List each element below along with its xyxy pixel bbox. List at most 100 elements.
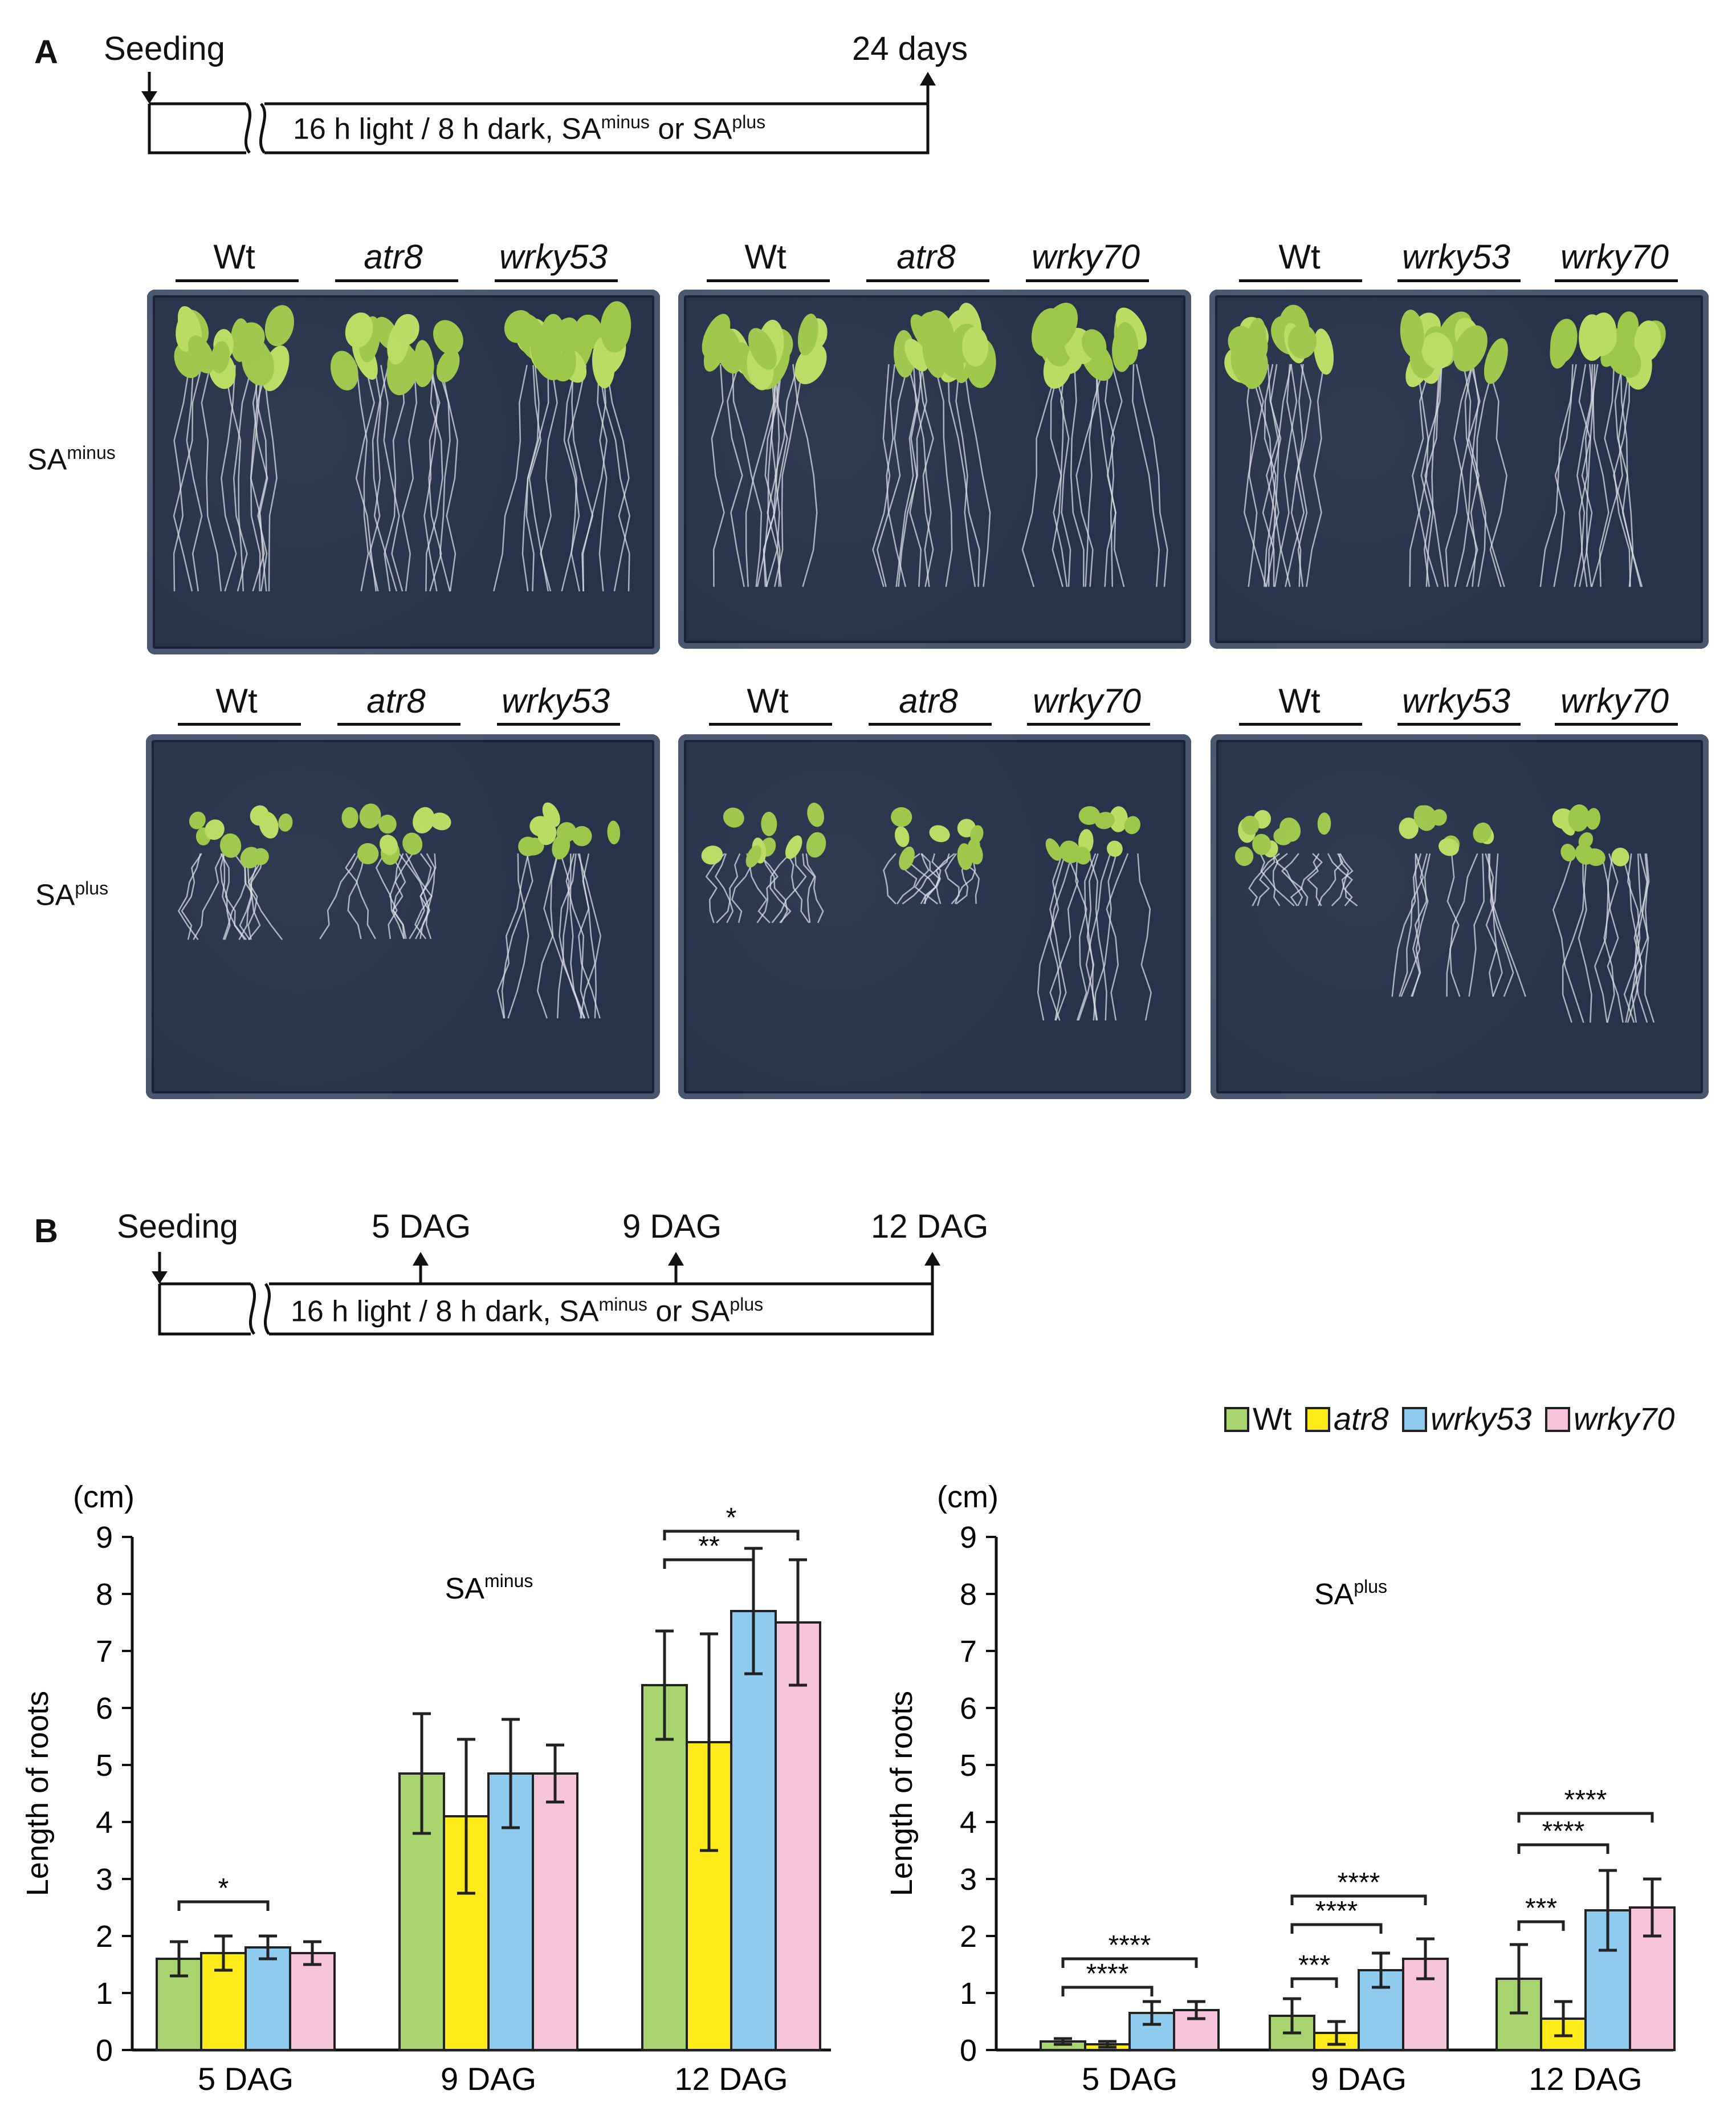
timeline-a	[141, 72, 936, 154]
root-line	[1275, 853, 1303, 906]
leaf-shape	[565, 330, 593, 377]
leaf-shape	[205, 819, 225, 840]
x-tick-label: 5 DAG	[1082, 2061, 1177, 2097]
leaf-shape	[1400, 310, 1424, 357]
root-line	[1049, 853, 1066, 1021]
root-line	[1488, 853, 1497, 997]
root-line	[745, 364, 778, 587]
y-axis-label: Length of roots	[885, 1691, 919, 1896]
leaf-shape	[1613, 344, 1641, 378]
root-line	[425, 853, 435, 939]
leaf-shape	[515, 313, 548, 361]
root-line	[1445, 364, 1481, 587]
leaf-shape	[1477, 825, 1494, 844]
leaf-shape	[574, 314, 603, 349]
root-line	[239, 853, 264, 941]
root-line	[756, 853, 779, 924]
leaf-shape	[516, 318, 549, 354]
root-line	[1085, 364, 1106, 587]
leaf-shape	[922, 337, 945, 379]
leaf-shape	[899, 846, 915, 871]
leaf-shape	[1437, 324, 1469, 356]
leaf-shape	[213, 329, 234, 361]
leaf-shape	[723, 807, 744, 828]
root-line	[355, 365, 377, 592]
root-line	[1552, 853, 1584, 1023]
root-line	[1620, 364, 1643, 587]
root-line	[1248, 853, 1280, 906]
leaf-shape	[1415, 805, 1437, 831]
bar-wrky70-12-dag	[1629, 1906, 1676, 2051]
leaf-shape	[1568, 804, 1590, 832]
leaf-shape	[1588, 312, 1617, 356]
leaf-shape	[785, 835, 802, 859]
root-line	[1051, 364, 1064, 587]
leaf-shape	[967, 837, 980, 859]
root-line	[1425, 364, 1441, 587]
leaf-shape	[1421, 332, 1453, 369]
root-line	[1281, 853, 1303, 906]
root-line	[598, 365, 608, 592]
root-line	[439, 365, 451, 592]
geno-label: Wt	[744, 238, 787, 276]
root-line	[805, 853, 824, 924]
leaf-shape	[1053, 344, 1083, 375]
significance-bracket	[1517, 1920, 1565, 1931]
root-line	[902, 853, 955, 905]
y-tick-label: 0	[96, 2033, 113, 2068]
leaf-shape	[529, 331, 562, 373]
leaf-shape	[341, 807, 358, 828]
significance-bracket	[1290, 1923, 1383, 1934]
geno-label: Wt	[215, 682, 258, 720]
root-line	[373, 365, 398, 592]
leaf-shape	[1241, 815, 1260, 835]
geno-label: Wt	[213, 238, 255, 276]
leaf-shape	[1244, 318, 1266, 370]
root-line	[1485, 853, 1503, 997]
leaf-shape	[1575, 843, 1595, 865]
root-line	[944, 853, 960, 905]
y-tick-label: 7	[96, 1634, 113, 1669]
significance-bracket	[1061, 1986, 1154, 1996]
root-line	[1468, 853, 1485, 997]
root-line	[247, 853, 266, 940]
leaf-shape	[915, 311, 947, 352]
significance-label: ****	[1109, 1930, 1151, 1961]
timeline-b-marker: 12 DAG	[871, 1208, 989, 1245]
leaf-shape	[904, 339, 929, 372]
leaf-shape	[540, 314, 565, 358]
root-line	[1055, 853, 1079, 1021]
leaf-shape	[940, 347, 968, 383]
root-line	[181, 853, 202, 940]
significance-bracket	[177, 1900, 270, 1911]
chart-title: SAminus	[445, 1571, 533, 1605]
root-line	[955, 364, 976, 587]
leaf-shape	[1081, 340, 1114, 381]
root-line	[1260, 853, 1281, 906]
root-line	[1257, 853, 1275, 906]
leaf-shape	[259, 811, 279, 839]
leaf-shape	[262, 345, 290, 392]
leaf-shape	[929, 825, 950, 843]
timeline-b-marker: 9 DAG	[622, 1208, 722, 1245]
leaf-shape	[552, 834, 570, 860]
root-line	[1290, 364, 1312, 587]
y-unit-label: (cm)	[73, 1480, 135, 1514]
leaf-shape	[1436, 311, 1473, 357]
leaf-shape	[1287, 324, 1317, 359]
timeline-a-start: Seeding	[104, 30, 225, 67]
leaf-shape	[387, 322, 410, 365]
root-line	[1070, 364, 1085, 587]
root-line	[1075, 364, 1098, 587]
leaf-shape	[246, 336, 271, 371]
root-line	[731, 853, 757, 923]
leaf-shape	[1233, 342, 1256, 379]
significance-label: **	[698, 1531, 719, 1561]
root-line	[955, 853, 969, 905]
geno-label: atr8	[366, 682, 426, 720]
leaf-shape	[1243, 349, 1268, 389]
leaf-shape	[1600, 326, 1628, 367]
root-line	[409, 853, 437, 939]
leaf-shape	[1115, 307, 1147, 350]
significance-label: ****	[1086, 1959, 1129, 1989]
